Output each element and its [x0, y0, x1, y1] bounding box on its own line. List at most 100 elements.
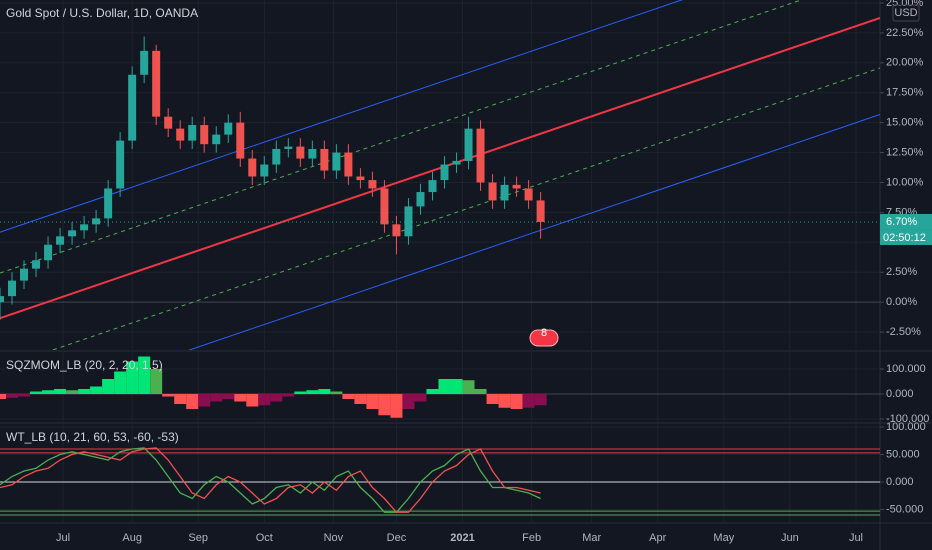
momentum-bar — [402, 394, 415, 409]
momentum-bar — [462, 380, 475, 394]
momentum-bar — [198, 394, 211, 407]
pane — [0, 356, 880, 420]
momentum-bar — [510, 394, 523, 409]
y-tick-label: 20.00% — [886, 57, 924, 69]
candle-body — [200, 125, 209, 145]
momentum-bar — [150, 369, 163, 394]
x-tick-label: 2021 — [450, 532, 474, 544]
candle-body — [512, 184, 521, 189]
candle-body — [248, 158, 257, 177]
candle-body — [476, 128, 485, 183]
y-tick-label: -50.000 — [886, 503, 923, 515]
momentum-bar — [522, 394, 535, 408]
channel-line — [187, 114, 880, 350]
momentum-bar — [354, 394, 367, 404]
candle-body — [92, 218, 101, 225]
momentum-bar — [66, 390, 79, 394]
momentum-bar — [414, 394, 427, 402]
pane-title: SQZMOM_LB (20, 2, 20, 1.5) — [6, 358, 163, 372]
momentum-bar — [186, 394, 199, 409]
countdown-label: 02:50:12 — [883, 232, 926, 244]
candle-body — [272, 148, 281, 165]
x-tick-label: Aug — [122, 532, 142, 544]
momentum-bar — [162, 394, 175, 397]
momentum-bar — [474, 389, 487, 394]
x-tick-label: Dec — [387, 532, 407, 544]
pane-title: WT_LB (10, 21, 60, 53, -60, -53) — [6, 430, 179, 444]
candle-body — [356, 176, 365, 181]
wt-line — [0, 447, 541, 513]
y-tick-label: 100.000 — [886, 363, 926, 375]
y-tick-label: 100.000 — [886, 421, 926, 433]
momentum-bar — [534, 394, 547, 406]
momentum-bar — [498, 394, 511, 408]
momentum-bar — [126, 361, 139, 394]
candle-body — [440, 164, 449, 181]
candle-body — [332, 152, 341, 171]
momentum-bar — [306, 390, 319, 394]
y-tick-label: 15.00% — [886, 117, 924, 129]
momentum-bar — [30, 391, 43, 394]
candle-body — [308, 148, 317, 159]
momentum-bar — [102, 379, 115, 394]
momentum-bar — [258, 394, 271, 406]
y-tick-label: 0.000 — [886, 476, 914, 488]
candle-body — [320, 148, 329, 171]
candle-body — [116, 140, 125, 189]
candle-body — [296, 146, 305, 159]
momentum-bar — [114, 371, 127, 394]
momentum-bar — [486, 394, 499, 404]
candle-body — [236, 122, 245, 159]
candle-body — [428, 180, 437, 193]
y-tick-label: 2.50% — [886, 266, 917, 278]
y-tick-label: -2.50% — [886, 326, 921, 338]
candle-body — [500, 184, 509, 201]
y-tick-label: 17.50% — [886, 87, 924, 99]
momentum-bar — [174, 394, 187, 404]
x-tick-label: Nov — [324, 532, 344, 544]
candle-body — [176, 128, 185, 141]
candle-body — [188, 125, 197, 141]
candle-body — [260, 164, 269, 177]
momentum-bar — [330, 391, 343, 394]
momentum-bar — [90, 386, 103, 394]
wt-line — [0, 447, 541, 513]
y-tick-label: 10.00% — [886, 176, 924, 188]
candle-body — [380, 188, 389, 225]
candle-body — [128, 74, 137, 141]
y-tick-label: 0.00% — [886, 296, 917, 308]
candle-body — [0, 296, 4, 303]
candle-body — [452, 160, 461, 165]
pane — [0, 0, 880, 350]
momentum-bar — [294, 391, 307, 394]
countdown-box — [880, 229, 932, 245]
y-tick-label: 50.000 — [886, 448, 920, 460]
y-tick-label: -100.000 — [886, 413, 929, 425]
event-badge — [529, 329, 559, 347]
currency-box — [892, 4, 920, 22]
momentum-bar — [6, 394, 19, 398]
momentum-bar — [342, 394, 355, 399]
channel-line — [0, 17, 880, 320]
momentum-bar — [366, 394, 379, 409]
momentum-bar — [282, 394, 295, 397]
momentum-bar — [438, 379, 451, 394]
candle-body — [44, 244, 53, 261]
candle-body — [32, 260, 41, 269]
candle-body — [392, 224, 401, 237]
y-tick-label: 25.00% — [886, 0, 924, 9]
candle-body — [464, 128, 473, 161]
currency-label: USD — [894, 7, 917, 19]
candle-body — [344, 152, 353, 177]
x-tick-label: Jun — [781, 532, 799, 544]
candle-body — [284, 146, 293, 149]
x-tick-label: Feb — [522, 532, 541, 544]
momentum-bar — [378, 394, 391, 416]
y-tick-label: 12.50% — [886, 146, 924, 158]
pane — [0, 426, 880, 516]
x-tick-label: Oct — [256, 532, 273, 544]
momentum-bar — [78, 389, 91, 394]
